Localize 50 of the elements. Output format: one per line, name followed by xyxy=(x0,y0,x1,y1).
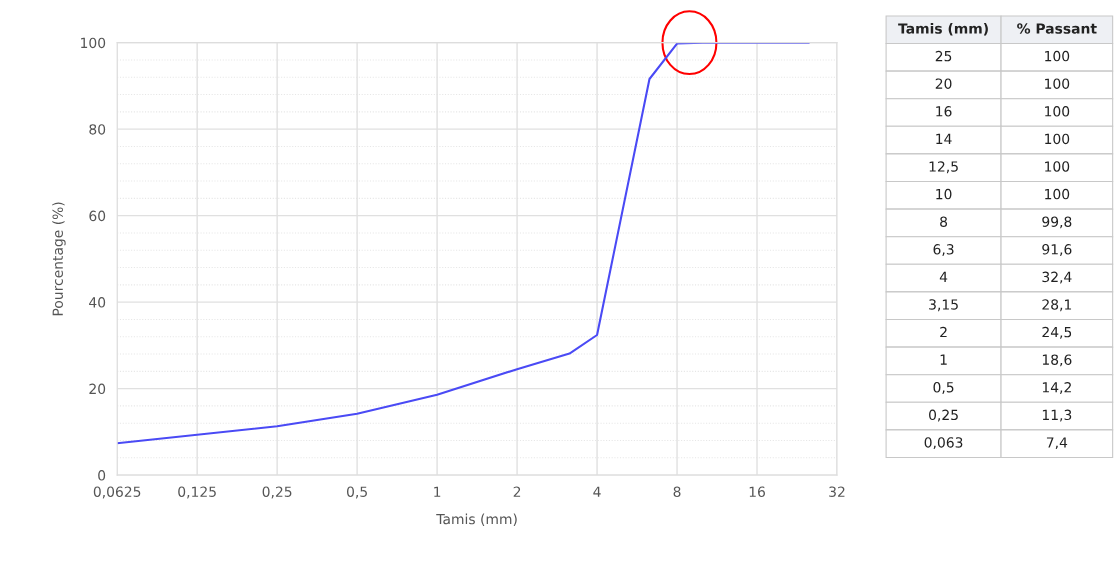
x-tick-label: 4 xyxy=(593,486,601,497)
category-label: 20 xyxy=(935,78,952,89)
category-label: 0,25 xyxy=(929,409,958,422)
y-tick-label: 80 xyxy=(89,124,106,135)
category-label: 0,063 xyxy=(924,437,963,450)
x-tick-label: 0,25 xyxy=(262,486,292,499)
category-label: 16 xyxy=(936,106,952,117)
category-label: 14 xyxy=(936,133,952,144)
text: 100 xyxy=(1045,50,1070,62)
category-label: 1 xyxy=(940,354,947,365)
category-label: 3,15 xyxy=(929,299,958,312)
text: 100 xyxy=(1045,188,1070,200)
text: 91,6 xyxy=(1042,244,1072,256)
x-tick-label: 0,0625 xyxy=(93,486,141,499)
text: 32,4 xyxy=(1042,271,1072,284)
category-label: 8 xyxy=(940,216,948,227)
x-tick-label: 0,5 xyxy=(346,486,367,499)
y-tick-label: 60 xyxy=(89,210,106,222)
text: 24,5 xyxy=(1042,326,1072,339)
text: 100 xyxy=(1045,161,1070,172)
category-label: 25 xyxy=(935,50,952,62)
x-axis-title: Tamis (mm) xyxy=(436,513,517,526)
text: 100 xyxy=(1045,78,1070,89)
text: 11,3 xyxy=(1042,409,1072,422)
x-tick-label: 2 xyxy=(513,486,521,497)
y-tick-label: 40 xyxy=(89,297,106,308)
category-label: 10 xyxy=(936,188,952,200)
category-label: 0,5 xyxy=(933,382,954,394)
text: Tamis (mm) xyxy=(898,23,988,36)
category-label: 4 xyxy=(939,271,948,282)
text: % Passant xyxy=(1017,23,1097,34)
x-tick-label: 1 xyxy=(434,486,441,497)
text: 28,1 xyxy=(1042,299,1072,312)
text: 18,6 xyxy=(1042,354,1072,367)
x-tick-label: 0,125 xyxy=(178,486,216,499)
text: 14,2 xyxy=(1042,382,1071,394)
category-label: 6,3 xyxy=(933,244,954,256)
y-tick-label: 100 xyxy=(81,37,106,49)
text: 100 xyxy=(1045,106,1070,117)
category-label: 2 xyxy=(940,326,947,338)
text: 100 xyxy=(1045,133,1070,145)
x-tick-label: 32 xyxy=(829,486,845,497)
x-tick-label: 8 xyxy=(673,486,681,497)
text: 99,8 xyxy=(1042,216,1072,229)
text: 7,4 xyxy=(1046,437,1068,450)
x-tick-label: 16 xyxy=(749,486,765,497)
y-axis-title: Pourcentage (%) xyxy=(52,202,66,316)
y-tick-label: 0 xyxy=(98,470,106,481)
y-tick-label: 20 xyxy=(89,383,106,395)
category-label: 12,5 xyxy=(929,161,958,174)
